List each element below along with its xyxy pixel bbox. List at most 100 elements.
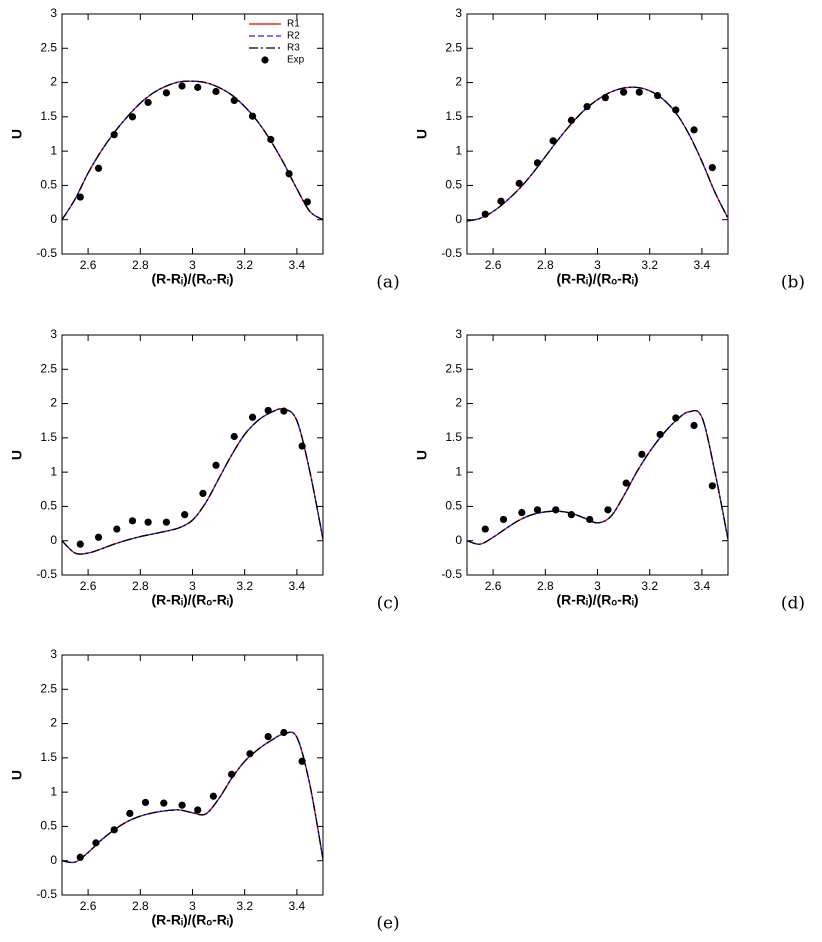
exp-point — [280, 728, 288, 737]
line-solid — [467, 86, 728, 222]
exp-point — [230, 432, 238, 441]
exp-point — [212, 87, 220, 96]
y-tick-label: 3 — [455, 327, 462, 341]
x-tick-label: 3.4 — [289, 258, 306, 272]
panel-label: (a) — [376, 273, 399, 293]
y-tick-label: 0 — [455, 212, 462, 226]
exp-point — [178, 801, 186, 809]
exp-point — [552, 506, 560, 514]
exp-point — [586, 515, 594, 524]
y-tick-label: 0.5 — [40, 178, 57, 192]
line-solid — [467, 409, 728, 545]
y-tick-label: 3 — [50, 647, 57, 661]
exp-point — [113, 525, 121, 533]
legend-label: Exp — [287, 55, 305, 66]
exp-point — [481, 525, 489, 533]
exp-point — [144, 518, 152, 526]
y-tick-label: 0.5 — [40, 819, 57, 833]
y-axis-label: U — [414, 129, 430, 139]
panel-label: (d) — [781, 594, 805, 614]
x-tick-label: 3 — [594, 579, 601, 593]
exp-point — [264, 406, 272, 415]
exp-point — [162, 89, 170, 97]
x-tick-label: 2.8 — [132, 579, 149, 593]
exp-point — [497, 197, 505, 205]
y-tick-label: -0.5 — [441, 246, 462, 260]
y-tick-label: 2 — [50, 396, 57, 410]
exp-point — [567, 511, 576, 519]
y-axis-label: U — [9, 770, 25, 780]
y-tick-label: 2 — [455, 396, 462, 410]
line-dashed — [62, 731, 323, 864]
y-tick-label: 0 — [50, 533, 57, 547]
exp-point — [303, 198, 311, 206]
x-tick-label: 3.4 — [694, 579, 711, 593]
panel: -0.5 0 0.5 1 1.5 2 2.5 3 2.6 2.8 3 3.2 3.4 (R-Rᵢ)/(Rₒ… — [414, 327, 805, 613]
x-tick-label: 2.6 — [485, 579, 502, 593]
exp-point — [499, 515, 508, 524]
legend-label: R1 — [287, 19, 300, 30]
panel-label: (e) — [376, 914, 399, 934]
x-tick-label: 2.8 — [537, 258, 554, 272]
exp-point — [194, 83, 202, 91]
exp-point — [76, 853, 84, 861]
exp-point — [181, 511, 189, 519]
exp-point — [515, 179, 523, 187]
exp-point — [533, 159, 542, 167]
line-dashdot — [62, 80, 323, 221]
y-tick-label: 0 — [455, 533, 462, 547]
y-tick-label: -0.5 — [36, 887, 57, 901]
y-tick-label: 1.5 — [40, 109, 57, 123]
plot-frame — [61, 334, 324, 576]
legend-label: R3 — [287, 43, 300, 54]
y-tick-label: 0.5 — [445, 178, 462, 192]
x-tick-label: 3.4 — [694, 258, 711, 272]
exp-point — [298, 757, 306, 765]
x-tick-label: 3.4 — [289, 579, 306, 593]
y-tick-label: -0.5 — [36, 567, 57, 581]
exp-point — [212, 461, 220, 469]
y-tick-label: 1.5 — [40, 750, 57, 764]
y-tick-label: 0 — [50, 212, 57, 226]
y-tick-label: 2 — [50, 75, 57, 89]
exp-point — [246, 750, 254, 758]
line-dashdot — [467, 409, 728, 545]
exp-point — [94, 164, 103, 172]
y-tick-label: 1.5 — [40, 430, 57, 444]
exp-point — [178, 82, 186, 90]
y-tick-label: 2.5 — [445, 361, 462, 375]
exp-point — [230, 96, 238, 104]
exp-point — [228, 770, 236, 778]
line-solid — [62, 80, 323, 221]
exp-point — [267, 135, 275, 144]
panel-label: (c) — [377, 594, 400, 614]
exp-point — [656, 430, 664, 439]
y-tick-label: 3 — [50, 327, 57, 341]
y-tick-label: 1 — [50, 143, 57, 157]
y-tick-label: 2.5 — [445, 40, 462, 54]
y-tick-label: 2.5 — [40, 361, 57, 375]
x-axis-label: (R-Rᵢ)/(Rₒ-Rᵢ) — [152, 592, 234, 608]
exp-point — [653, 92, 662, 100]
exp-point — [481, 210, 489, 218]
exp-point — [199, 489, 207, 497]
x-tick-label: 3 — [189, 579, 196, 593]
x-tick-label: 2.6 — [80, 258, 97, 272]
y-tick-label: 1 — [50, 464, 57, 478]
line-dashed — [467, 86, 728, 222]
exp-point — [601, 94, 609, 102]
x-axis-label: (R-Rᵢ)/(Rₒ-Rᵢ) — [152, 912, 234, 928]
exp-point — [141, 798, 150, 807]
y-axis-label: U — [414, 450, 430, 460]
exp-point — [248, 112, 257, 120]
line-dashed — [62, 408, 323, 555]
y-tick-label: 1 — [455, 143, 462, 157]
exp-point — [518, 508, 526, 517]
exp-point — [128, 517, 137, 525]
exp-point — [160, 799, 168, 807]
y-tick-label: 0.5 — [445, 499, 462, 513]
x-tick-label: 2.8 — [132, 899, 149, 913]
x-tick-label: 3 — [594, 258, 601, 272]
x-tick-label: 2.6 — [80, 899, 97, 913]
